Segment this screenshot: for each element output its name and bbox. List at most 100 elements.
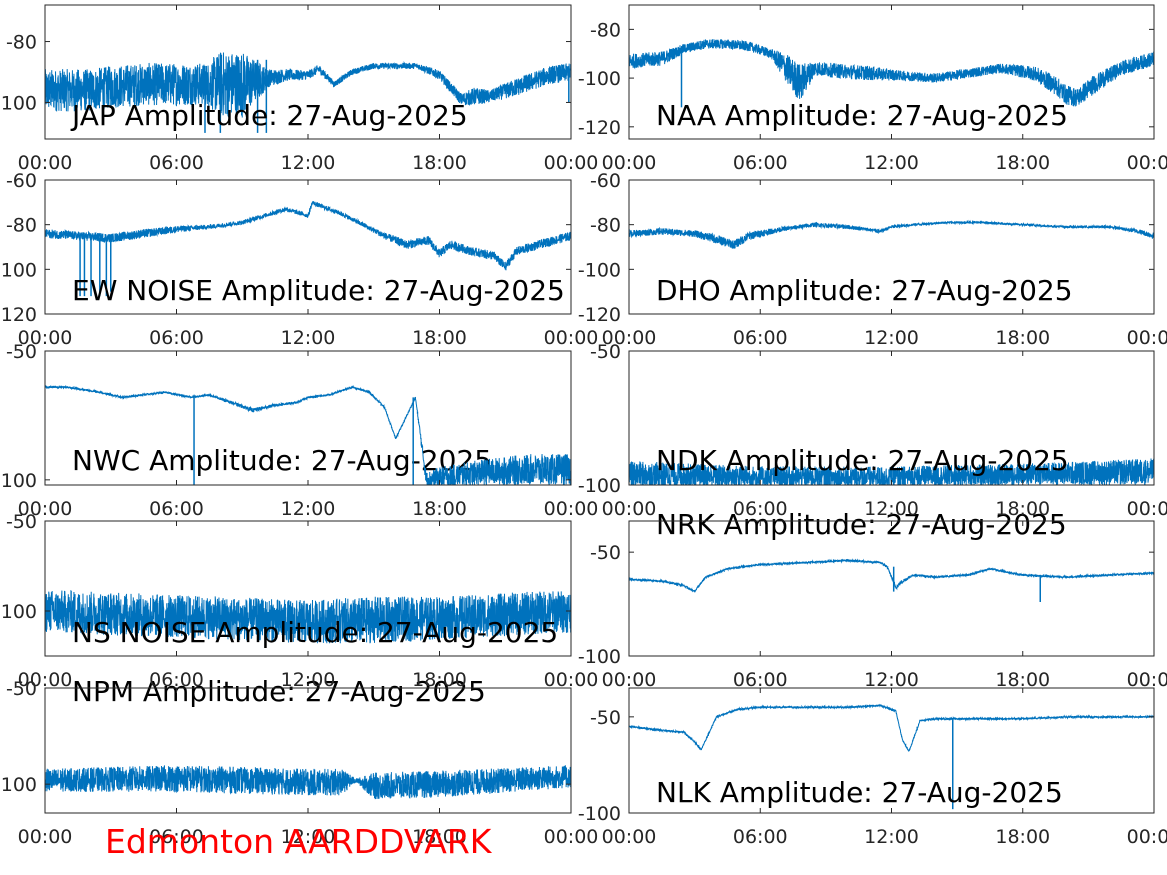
series-line: [629, 703, 1154, 752]
x-tick-label: 06:00: [733, 826, 788, 848]
x-tick-label: 12:00: [864, 669, 919, 691]
panel-title: NS NOISE Amplitude: 27-Aug-2025: [72, 616, 558, 649]
x-tick-label: 18:00: [995, 498, 1050, 520]
panel-title: NAA Amplitude: 27-Aug-2025: [656, 99, 1068, 132]
x-tick-label: 12:00: [281, 826, 336, 848]
y-tick-label: -100: [578, 475, 621, 497]
chart-panel: -50 -100 00:00 06:00 12:00 18:00 00:00 EW NOISE…: [0, 274, 598, 691]
x-tick-label: 12:00: [281, 152, 336, 174]
y-tick-label: -80: [590, 19, 621, 41]
x-tick-label: 00:00: [602, 669, 657, 691]
x-tick-label: 12:00: [281, 498, 336, 520]
x-tick-label: 00:00: [1127, 152, 1167, 174]
x-tick-label: 12:00: [281, 669, 336, 691]
y-tick-label: -50: [590, 707, 621, 729]
chart-panel: -60-80-100-12000:0006:0012:0018:0000:00N…: [578, 170, 1167, 541]
y-tick-label: -80: [590, 215, 621, 237]
chart-panel: -80 -100 00:00 06:00 12:00 18:00 00:00 JAP Ampl…: [0, 4, 599, 174]
panel-title: JAP Amplitude: 27-Aug-2025: [70, 99, 468, 132]
y-tick-label: -60: [590, 170, 621, 192]
panel-title: NRK Amplitude: 27-Aug-2025: [656, 508, 1067, 541]
y-tick-label: -100: [578, 68, 621, 90]
x-tick-label: 12:00: [281, 327, 336, 349]
panel-title: EW NOISE Amplitude: 27-Aug-2025: [72, 274, 565, 307]
x-tick-label: 18:00: [995, 826, 1050, 848]
x-tick-label: 00:00: [1127, 669, 1167, 691]
y-tick-label: -100: [0, 470, 37, 492]
x-tick-label: 00:00: [18, 498, 73, 520]
x-tick-label: 00:00: [544, 669, 599, 691]
x-tick-label: 18:00: [412, 826, 467, 848]
y-tick-label: -50: [590, 542, 621, 564]
y-tick-label: -50: [590, 341, 621, 363]
y-tick-label: -120: [0, 304, 37, 326]
x-tick-label: 00:00: [1127, 327, 1167, 349]
series-line: [629, 219, 1154, 249]
panel-title: DHO Amplitude: 27-Aug-2025: [656, 274, 1073, 307]
y-tick-label: -60: [6, 170, 37, 192]
x-tick-label: 12:00: [864, 152, 919, 174]
x-tick-label: 06:00: [149, 152, 204, 174]
x-tick-label: 12:00: [864, 826, 919, 848]
series-line: [45, 590, 571, 644]
x-tick-label: 18:00: [412, 669, 467, 691]
series-line: [45, 765, 571, 800]
y-tick-label: -100: [578, 803, 621, 825]
y-tick-label: -100: [0, 92, 37, 114]
x-tick-label: 18:00: [412, 327, 467, 349]
x-tick-label: 18:00: [412, 152, 467, 174]
footer-station-label: Edmonton AARDDVARK: [105, 822, 493, 861]
panel-title: NPM Amplitude: 27-Aug-2025: [72, 675, 486, 708]
panel-title: NLK Amplitude: 27-Aug-2025: [656, 776, 1063, 809]
x-tick-label: 12:00: [864, 327, 919, 349]
y-tick-label: -100: [578, 259, 621, 281]
y-tick-label: -120: [578, 117, 621, 139]
series-line: [45, 52, 571, 118]
series-line: [629, 38, 1154, 107]
panel-title: NDK Amplitude: 27-Aug-2025: [656, 444, 1069, 477]
chart-panel: -50 -100 00:00 06:00 12:00 18:00 00:00 NPM Ampl…: [0, 341, 598, 708]
chart-panel: -60-80-100-12000:0006:0012:0018:0000:00N…: [0, 170, 598, 477]
x-tick-label: 06:00: [733, 669, 788, 691]
y-tick-label: -100: [0, 774, 37, 796]
y-tick-label: -100: [578, 646, 621, 668]
y-tick-label: -100: [0, 259, 37, 281]
series-line: [45, 384, 571, 485]
x-tick-label: 00:00: [602, 498, 657, 520]
y-tick-label: -50: [6, 511, 37, 533]
x-tick-label: 18:00: [995, 669, 1050, 691]
x-tick-label: 18:00: [995, 327, 1050, 349]
x-tick-label: 00:00: [18, 826, 73, 848]
x-tick-label: 00:00: [18, 152, 73, 174]
x-tick-label: 00:00: [18, 327, 73, 349]
y-tick-label: -80: [6, 215, 37, 237]
x-tick-label: 18:00: [995, 152, 1050, 174]
x-tick-label: 18:00: [412, 498, 467, 520]
series-line: [45, 201, 571, 271]
x-tick-label: 00:00: [544, 826, 599, 848]
chart-panel: -50 -100 00:00 06:00 12:00 18:00 00:00 NS NOISE…: [0, 616, 598, 848]
x-tick-label: 06:00: [149, 327, 204, 349]
series-line: [629, 558, 1154, 593]
panel-title: NWC Amplitude: 27-Aug-2025: [72, 444, 492, 477]
y-tick-label: -80: [6, 32, 37, 54]
chart-panel: -80 -100 -120 00:00 06:00 12:00 18:00 00:00 DHO …: [578, 4, 1167, 307]
x-tick-label: 00:00: [602, 152, 657, 174]
x-tick-label: 06:00: [149, 498, 204, 520]
x-tick-label: 06:00: [733, 327, 788, 349]
x-tick-label: 06:00: [149, 669, 204, 691]
x-tick-label: 00:00: [544, 152, 599, 174]
x-tick-label: 00:00: [1127, 498, 1167, 520]
x-tick-label: 00:00: [602, 826, 657, 848]
x-tick-label: 06:00: [733, 498, 788, 520]
axes-frame: [628, 520, 1155, 657]
x-tick-label: 06:00: [149, 826, 204, 848]
x-tick-label: 00:00: [602, 327, 657, 349]
x-tick-label: 00:00: [544, 327, 599, 349]
x-tick-label: 00:00: [544, 498, 599, 520]
